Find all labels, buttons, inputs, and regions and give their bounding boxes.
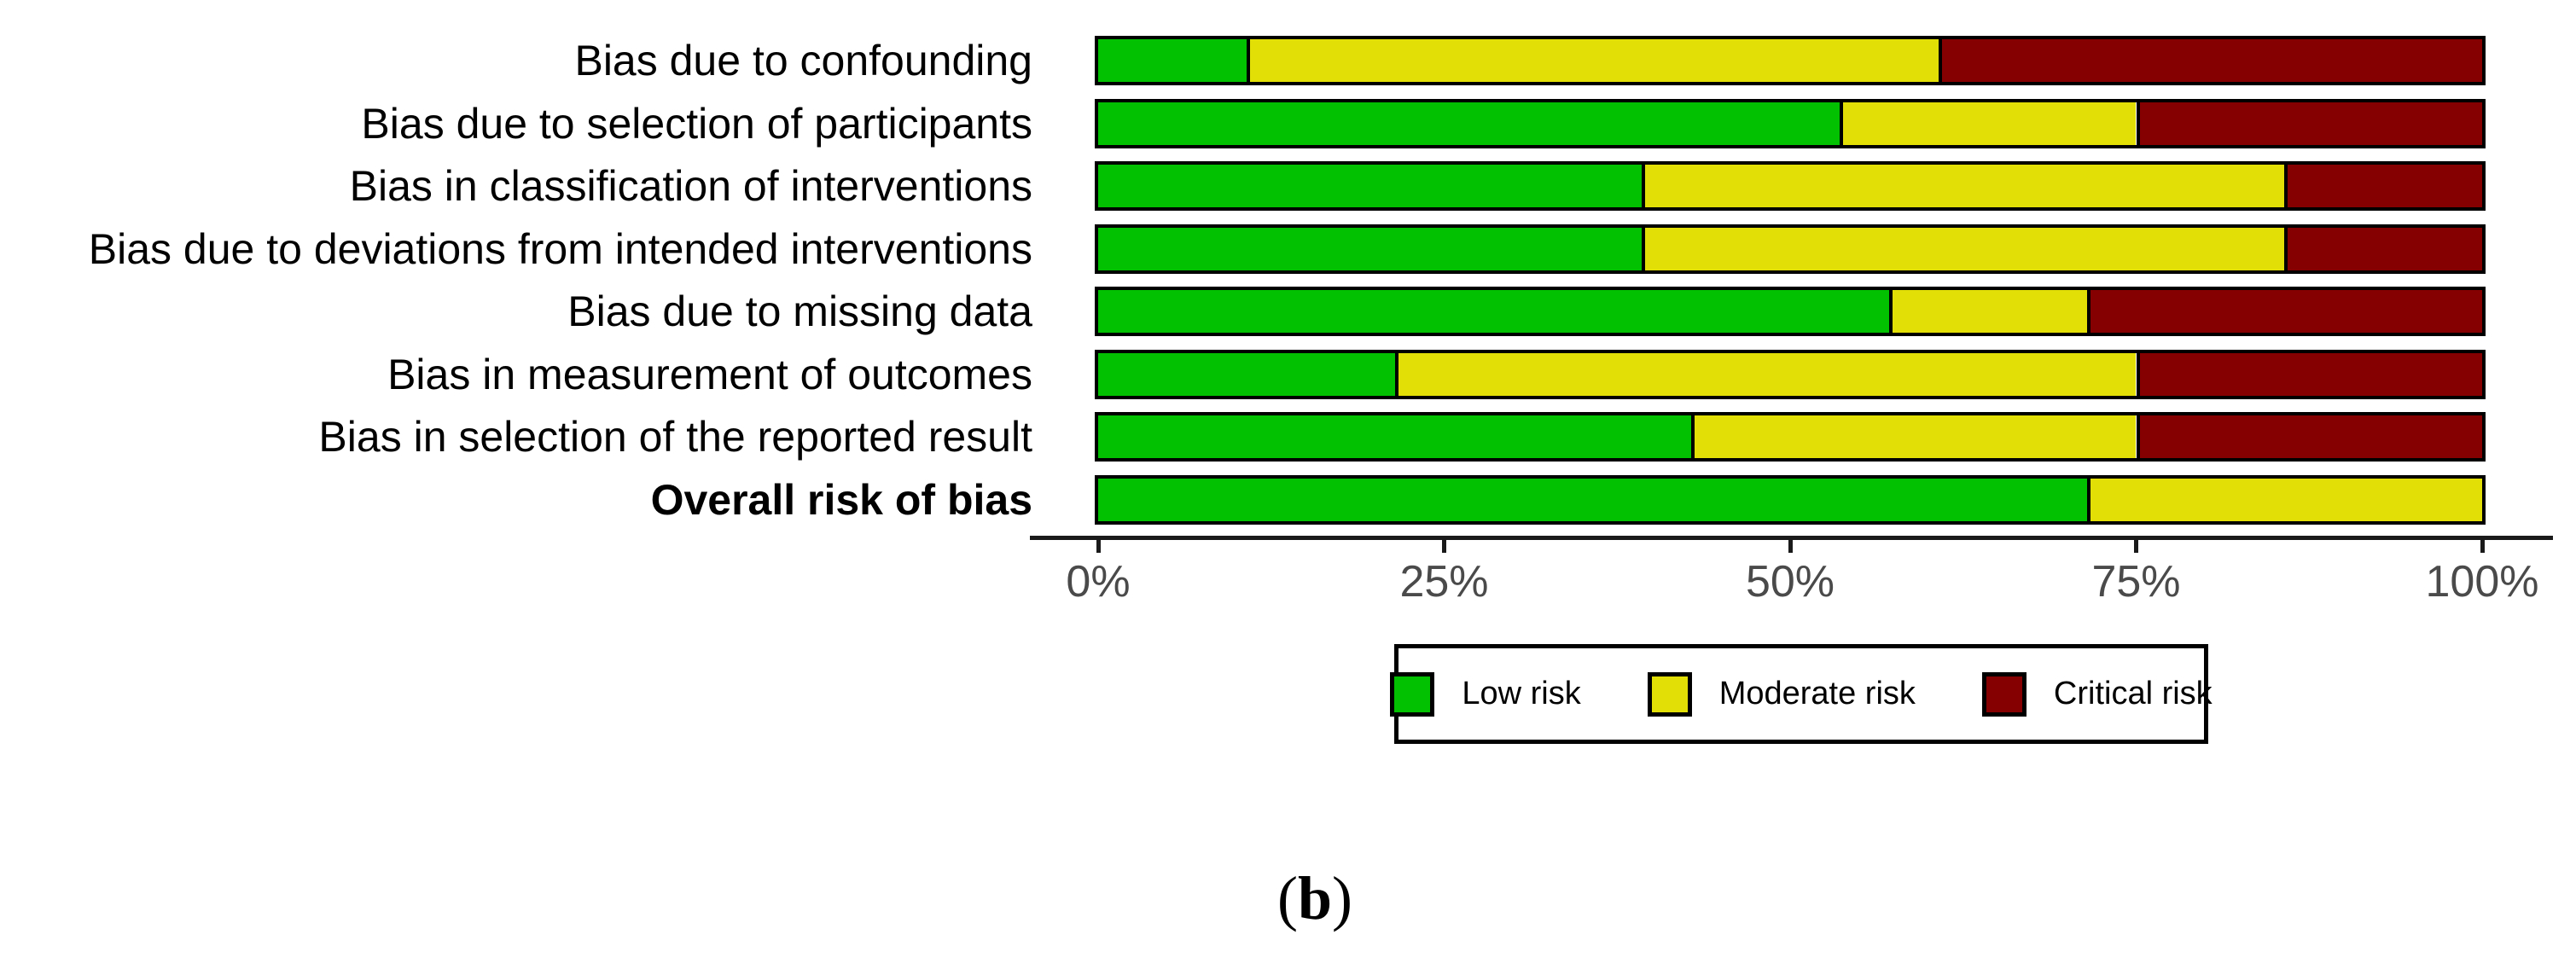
bar-segment-critical [1938,39,2482,82]
bar-segment-low [1098,165,1643,207]
bar-row [1095,224,2486,274]
category-label: Bias in measurement of outcomes [387,350,1032,398]
legend-label-low: Low risk [1462,676,1581,711]
x-axis-tick-label: 0% [1066,557,1131,607]
category-label: Bias due to confounding [574,37,1032,84]
bar-segment-moderate [1888,290,2087,333]
x-axis-tick [2480,538,2485,553]
bar-segment-low [1098,102,1840,145]
x-axis-tick [1442,538,1446,553]
legend-label-moderate: Moderate risk [1718,676,1916,711]
bar-segment-critical [2284,165,2482,207]
bar-segment-critical [2284,227,2482,270]
bar-segment-low [1098,352,1395,396]
x-axis-tick-label: 25% [1399,557,1489,607]
legend-label-critical: Critical risk [2053,676,2213,711]
category-label: Overall risk of bias [650,475,1032,524]
bar-row [1095,349,2486,399]
x-axis-tick-label: 50% [1745,557,1835,607]
bar-segment-moderate [1691,415,2137,458]
x-axis-tick [1096,538,1101,553]
x-axis-tick [2134,538,2138,553]
bar-segment-critical [2136,102,2482,145]
bar-segment-critical [2086,290,2482,333]
bar-segment-low [1098,478,2087,521]
bar-segment-low [1098,290,1889,333]
category-label: Bias due to deviations from intended int… [88,224,1032,273]
bar-segment-moderate [1642,227,2285,270]
x-axis-tick-label: 75% [2091,557,2181,607]
x-axis-tick [1788,538,1793,553]
category-label: Bias in classification of interventions [349,162,1032,210]
bar-row [1095,36,2486,85]
category-label: Bias due to missing data [567,287,1032,335]
bar-segment-critical [2136,415,2482,458]
bar-segment-moderate [1246,39,1939,82]
legend-key-critical-swatch [1981,671,2026,717]
legend-item-critical: Critical risk [1981,671,2213,717]
caption-letter: b [1297,864,1333,932]
bar-segment-low [1098,227,1643,270]
bar-row [1095,412,2486,462]
bar-row [1095,287,2486,336]
bar-segment-critical [2136,352,2482,396]
bar-segment-moderate [1394,352,2137,396]
bar-row [1095,161,2486,211]
figure-caption: (b) [1144,863,1486,934]
x-axis-tick-label: 100% [2425,557,2539,607]
legend: Low risk Moderate risk Critical risk [1390,644,2213,744]
legend-item-moderate: Moderate risk [1647,671,1916,717]
bar-segment-moderate [2086,478,2482,521]
bar-row [1095,98,2486,148]
legend-key-moderate-swatch [1647,671,1692,717]
bar-segment-low [1098,415,1692,458]
legend-key-low-swatch [1390,671,1435,717]
bar-segment-low [1098,39,1247,82]
bar-segment-moderate [1839,102,2137,145]
caption-paren-close: ) [1332,864,1352,932]
category-label: Bias in selection of the reported result [318,413,1032,461]
x-axis-line [1030,536,2553,540]
legend-item-low: Low risk [1390,671,1581,717]
caption-paren-open: ( [1276,864,1298,932]
bar-row [1095,474,2486,525]
category-label: Bias due to selection of participants [361,99,1032,148]
bar-segment-moderate [1642,165,2285,207]
